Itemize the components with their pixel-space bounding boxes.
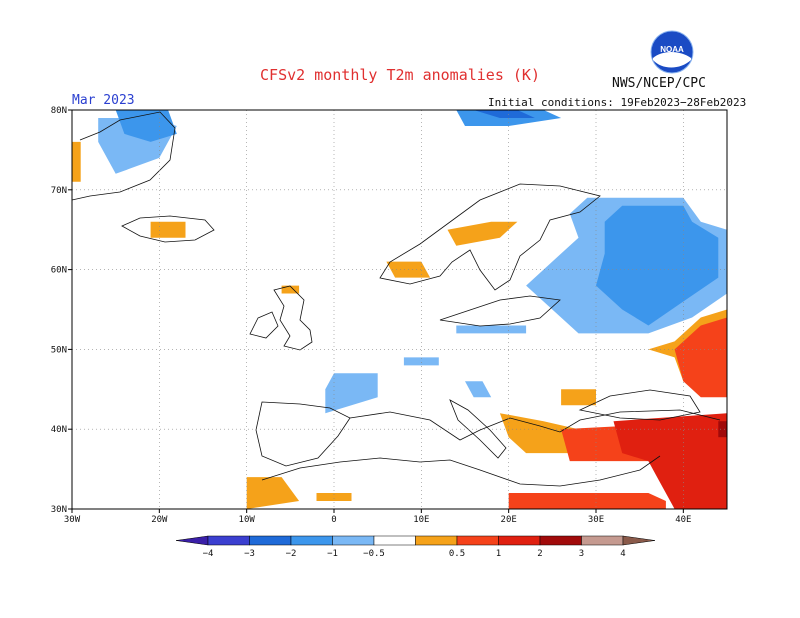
lon-tick-label: 20E bbox=[501, 515, 517, 525]
colorbar-swatch bbox=[498, 535, 541, 546]
coastline-black-sea bbox=[578, 389, 701, 421]
colorbar-label: 1 bbox=[496, 549, 501, 559]
colorbar-label: −3 bbox=[244, 549, 255, 559]
colorbar-arrow-left bbox=[175, 535, 209, 546]
colorbar-swatch bbox=[456, 535, 499, 546]
colorbar-swatch bbox=[207, 535, 250, 546]
anomaly-region-pos0.5-10 bbox=[72, 141, 81, 182]
forecast-month-label: Mar 2023 bbox=[72, 93, 135, 108]
lon-tick-label: 30E bbox=[588, 515, 604, 525]
coastlines bbox=[71, 111, 721, 487]
lat-tick-label: 60N bbox=[51, 266, 67, 276]
initial-conditions-label: Initial conditions: 19Feb2023−28Feb2023 bbox=[488, 96, 747, 109]
organization-label: NWS/NCEP/CPC bbox=[612, 76, 706, 91]
anomaly-region-neg1-5 bbox=[596, 205, 719, 326]
colorbar-label: −2 bbox=[286, 549, 297, 559]
anomaly-region-pos0.5-18 bbox=[316, 493, 352, 501]
anomaly-region-neg2-3 bbox=[473, 110, 535, 118]
anomaly-region-pos0.5-17 bbox=[246, 477, 300, 509]
coastline-iceland bbox=[121, 215, 215, 243]
colorbar-label: −0.5 bbox=[363, 549, 385, 559]
anomaly-region-neg0.5-6 bbox=[456, 325, 527, 334]
anomaly-region-pos3-24 bbox=[718, 421, 727, 438]
chart-title: CFSv2 monthly T2m anomalies (K) bbox=[260, 66, 540, 84]
colorbar-label: 4 bbox=[620, 549, 625, 559]
colorbar: −4 −3 −2 −1 −0.5 0.5 1 2 3 4 bbox=[175, 535, 656, 559]
lon-tick-label: 0 bbox=[331, 515, 336, 525]
colorbar-swatch bbox=[415, 535, 458, 546]
coastline-scandinavia bbox=[379, 183, 601, 291]
lat-tick-label: 30N bbox=[51, 505, 67, 515]
colorbar-swatch bbox=[249, 535, 292, 546]
lon-tick-label: 10E bbox=[413, 515, 429, 525]
colorbar-arrow-right bbox=[622, 535, 656, 546]
coastline-europe-south bbox=[349, 409, 721, 441]
lat-tick-label: 80N bbox=[51, 106, 67, 116]
colorbar-swatch bbox=[373, 535, 416, 546]
lon-tick-label: 30W bbox=[64, 515, 81, 525]
lat-tick-label: 40N bbox=[51, 425, 67, 435]
coastline-iberia bbox=[255, 401, 351, 467]
anomaly-region-pos0.5-15 bbox=[499, 413, 579, 454]
anomaly-region-pos0.5-11 bbox=[150, 221, 186, 238]
colorbar-swatch bbox=[581, 535, 624, 546]
noaa-logo-icon: NOAA bbox=[650, 30, 694, 74]
anomaly-regions bbox=[72, 110, 727, 509]
map-frame bbox=[71, 109, 728, 510]
lat-tick-label: 50N bbox=[51, 345, 67, 355]
anomaly-region-pos0.5-16 bbox=[561, 389, 596, 406]
lon-tick-label: 20W bbox=[151, 515, 168, 525]
colorbar-label: 2 bbox=[537, 549, 542, 559]
lon-tick-label: 40E bbox=[675, 515, 691, 525]
coastline-baltic bbox=[439, 295, 561, 327]
anomaly-region-neg0.5-8 bbox=[325, 373, 378, 414]
colorbar-swatch bbox=[332, 535, 375, 546]
colorbar-label: 3 bbox=[579, 549, 584, 559]
colorbar-swatch bbox=[539, 535, 582, 546]
anomaly-region-pos1-20 bbox=[674, 317, 727, 398]
coastline-greenland bbox=[71, 111, 176, 201]
coastline-ireland bbox=[249, 311, 279, 339]
noaa-logo-text: NOAA bbox=[660, 45, 684, 54]
lon-tick-label: 10W bbox=[239, 515, 256, 525]
colorbar-label: −4 bbox=[203, 549, 214, 559]
colorbar-swatch bbox=[290, 535, 333, 546]
colorbar-label: −1 bbox=[327, 549, 338, 559]
anomaly-region-neg0.5-7 bbox=[403, 357, 439, 366]
anomaly-region-neg0.5-9 bbox=[465, 381, 492, 398]
graticule bbox=[72, 110, 727, 509]
anomaly-region-pos0.5-14 bbox=[281, 285, 300, 294]
coastline-north-africa bbox=[261, 455, 661, 487]
axis-ticks: 30W 20W 10W 0 10E 20E 30E 40E 80N 70N 60N 50N 40N 30N bbox=[51, 106, 692, 525]
coastline-british-isles bbox=[273, 285, 313, 351]
coastline-italy bbox=[449, 399, 507, 459]
anomaly-region-pos0.5-13 bbox=[447, 221, 518, 246]
anomaly-region-pos2-23 bbox=[613, 413, 727, 509]
lat-tick-label: 70N bbox=[51, 186, 67, 196]
anomaly-region-pos1-22 bbox=[508, 493, 666, 509]
colorbar-label: 0.5 bbox=[449, 549, 465, 559]
